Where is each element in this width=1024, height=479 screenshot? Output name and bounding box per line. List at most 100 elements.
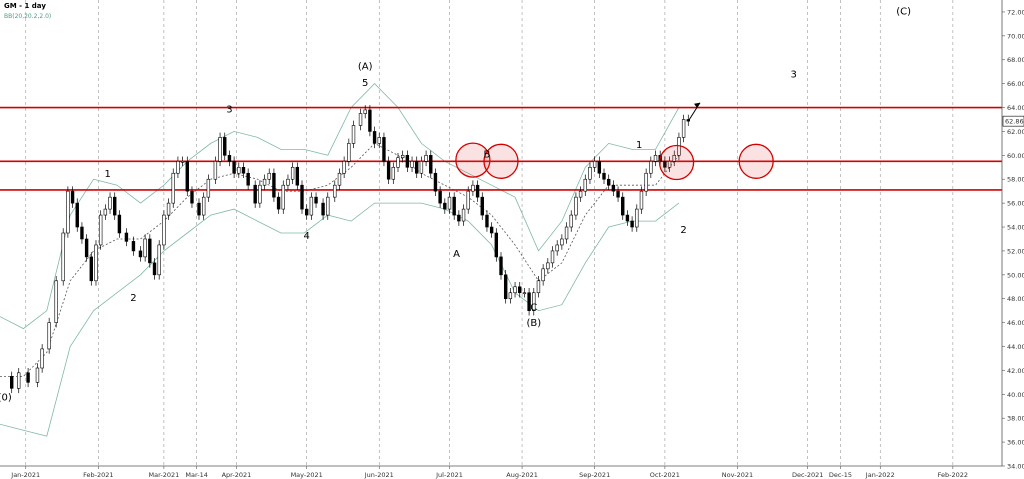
candle-body [232, 161, 236, 174]
y-tick-label: 72.00 [1007, 8, 1024, 16]
candle-body [61, 232, 65, 282]
candle-body [190, 190, 194, 204]
candle-body [206, 178, 211, 198]
candle-body [171, 172, 175, 204]
candle-body [386, 161, 391, 180]
candle-body [40, 348, 44, 369]
candle-body [400, 155, 405, 159]
candle-body [382, 137, 386, 162]
y-tick-label: 58.00 [1007, 176, 1024, 184]
y-tick-label: 40.00 [1007, 391, 1024, 399]
y-tick-label: 34.00 [1007, 463, 1024, 471]
candle-body [143, 238, 147, 258]
candle-body [452, 196, 456, 216]
highlight-circle [658, 144, 695, 181]
candle-body [276, 196, 281, 210]
candle-body [405, 155, 410, 168]
candle-body [583, 178, 587, 192]
candle-body [499, 256, 503, 276]
candle-body [532, 292, 536, 311]
candle-body [546, 262, 550, 270]
candle-body [433, 172, 438, 192]
candle-body [246, 172, 250, 186]
candle-body [513, 286, 517, 294]
candle-body [363, 109, 367, 114]
candle-body [672, 155, 676, 162]
candle-body [503, 274, 508, 300]
y-tick-label: 38.00 [1007, 415, 1024, 423]
candle-body [419, 161, 424, 174]
x-tick-label: Nov-2021 [722, 471, 753, 479]
candle-body [103, 208, 108, 216]
candle-body [377, 137, 381, 144]
x-tick-label: Sep-2021 [579, 471, 610, 479]
y-tick-label: 36.00 [1007, 439, 1024, 447]
candle-body [185, 161, 189, 192]
candle-body [290, 166, 295, 180]
candle-body [117, 214, 122, 234]
candle-body [508, 292, 513, 300]
candle-body [54, 280, 58, 323]
wave-label: B [484, 150, 491, 161]
wave-label: 2 [680, 225, 686, 236]
candle-body [295, 166, 300, 186]
candle-body [309, 196, 314, 216]
y-tick-label: 52.00 [1007, 247, 1024, 255]
candle-body [237, 166, 241, 174]
candle-body [98, 214, 103, 246]
candle-body [625, 214, 630, 222]
candle-body [157, 244, 161, 276]
candle-body [443, 202, 447, 210]
x-tick-label: Apr-2021 [222, 471, 252, 479]
candle-body [564, 226, 569, 240]
y-tick-label: 44.00 [1007, 343, 1024, 351]
candle-body [124, 232, 129, 242]
candle-body [66, 190, 70, 234]
wave-label: C [530, 303, 537, 314]
candle-body [597, 161, 602, 174]
candle-body [358, 113, 363, 126]
wave-label: (C) [896, 6, 911, 17]
candle-body [314, 196, 318, 204]
x-tick-label: Mar-14 [185, 471, 207, 479]
candle-body [337, 172, 342, 186]
candle-body [494, 232, 499, 258]
candle-body [326, 196, 330, 216]
y-tick-label: 62.00 [1007, 128, 1024, 136]
candle-body [588, 166, 592, 180]
chart-title: GM - 1 day [4, 2, 46, 10]
candle-body [461, 208, 466, 222]
x-tick-label: Jul-2021 [435, 471, 463, 479]
y-tick-label: 60.00 [1007, 152, 1024, 160]
candle-body [26, 372, 30, 383]
candle-body [176, 161, 180, 174]
y-tick-label: 42.00 [1007, 367, 1024, 375]
wave-label: A [453, 249, 460, 260]
candle-body [368, 109, 372, 132]
bb-upper-band [0, 83, 680, 330]
candle-body [94, 244, 98, 282]
x-tick-label: Feb-2021 [83, 471, 113, 479]
last-price-box [1002, 115, 1024, 127]
wave-label: (A) [358, 61, 373, 72]
candle-body [84, 238, 89, 258]
candle-body [410, 161, 414, 168]
forecast-arrow-head [693, 102, 700, 108]
candle-body [258, 184, 262, 204]
x-tick-label: Aug-2021 [506, 471, 538, 479]
x-tick-label: Dec-2021 [792, 471, 823, 479]
candle-body [396, 157, 400, 168]
candle-body [606, 178, 611, 186]
candle-body [621, 196, 625, 216]
price-series [10, 102, 701, 394]
support-resistance-levels [0, 106, 1002, 191]
candle-body [630, 220, 634, 228]
x-tick-label: Mar-2021 [149, 471, 180, 479]
wave-label: 1 [636, 140, 642, 151]
candle-body [602, 172, 606, 180]
candle-body [35, 367, 40, 383]
wave-label: 1 [105, 169, 111, 180]
candle-body [522, 292, 527, 295]
